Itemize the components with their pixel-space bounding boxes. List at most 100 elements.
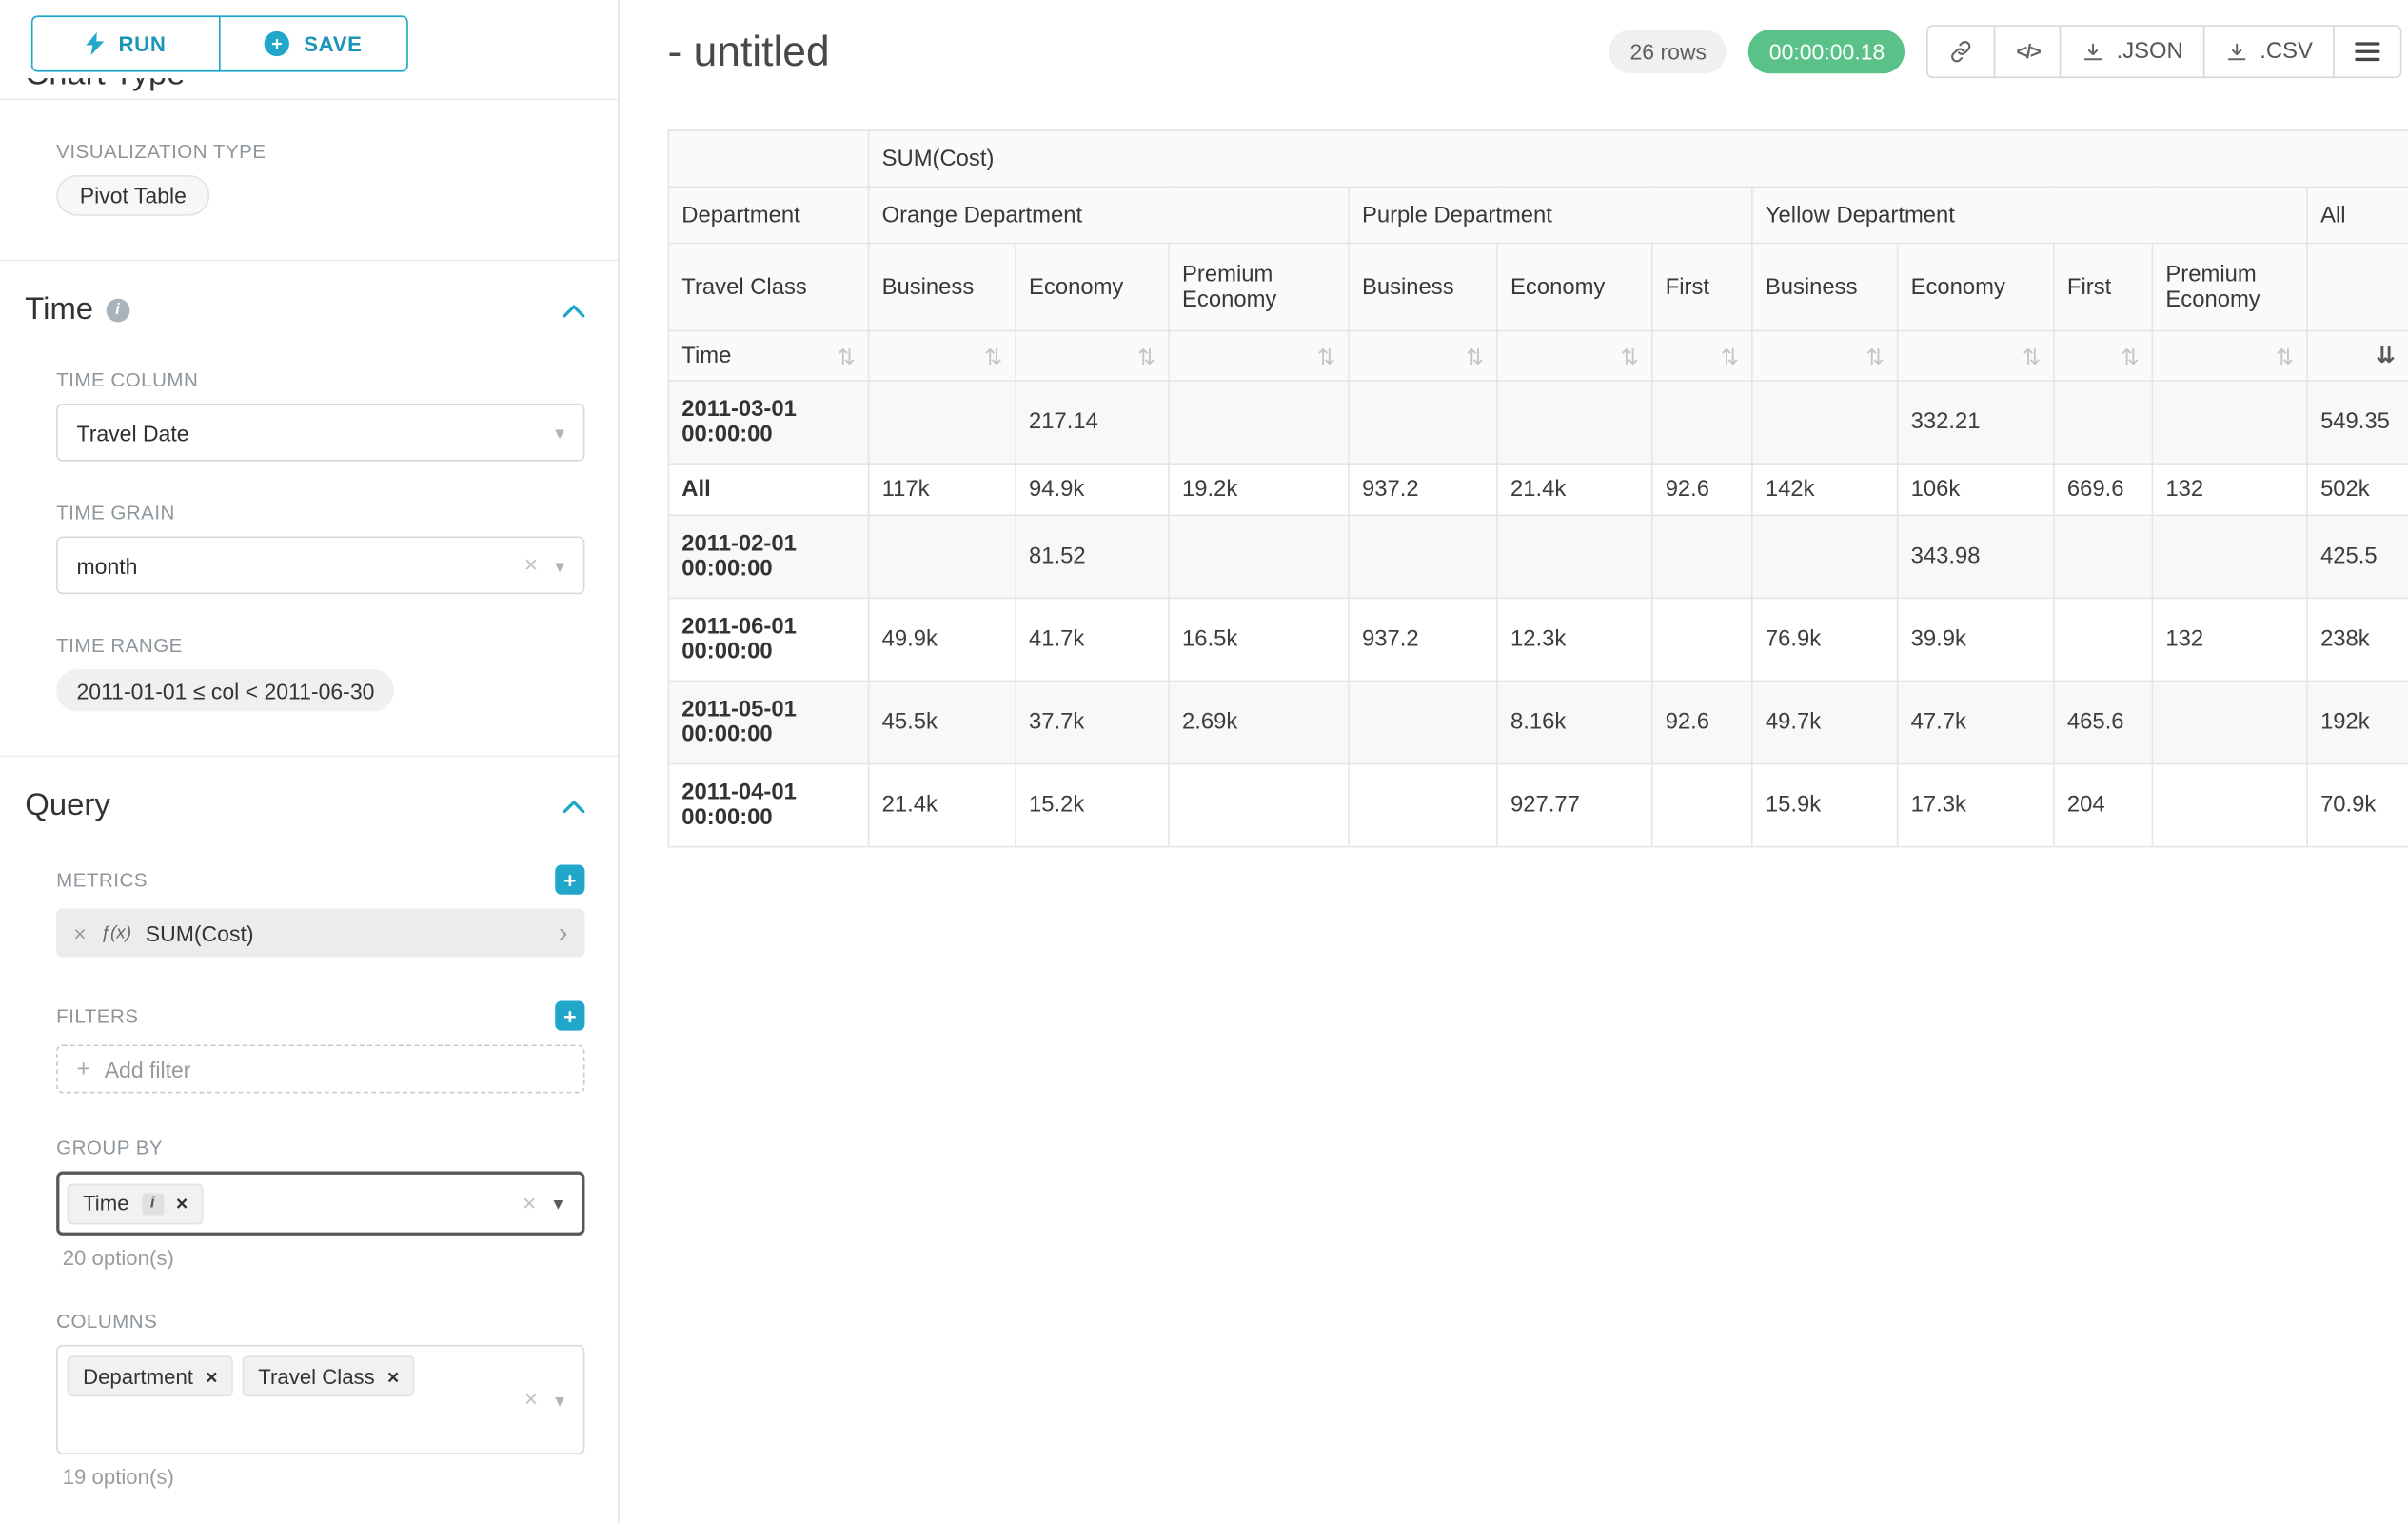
value-cell: 70.9k bbox=[2307, 764, 2408, 847]
control-panel: RUN + SAVE Chart Type VISUALIZATION TYPE… bbox=[0, 0, 620, 1523]
all-sort-header[interactable]: ⇊ bbox=[2307, 330, 2408, 381]
metric-pill[interactable]: × ƒ(x) SUM(Cost) › bbox=[56, 909, 584, 958]
group-by-select[interactable]: Time i × × ▾ bbox=[56, 1172, 584, 1236]
remove-icon[interactable]: × bbox=[206, 1366, 217, 1386]
sort-icon[interactable]: ⇅ bbox=[2023, 345, 2041, 366]
add-filter-box[interactable]: + Add filter bbox=[56, 1044, 584, 1093]
column-sort-header[interactable]: ⇅ bbox=[869, 330, 1016, 381]
chevron-right-icon[interactable]: › bbox=[559, 920, 567, 946]
row-header-cell: 2011-05-01 00:00:00 bbox=[668, 681, 868, 763]
sort-icon[interactable]: ⇅ bbox=[1466, 345, 1484, 366]
sort-icon[interactable]: ⇅ bbox=[1317, 345, 1335, 366]
column-sort-header[interactable]: ⇅ bbox=[1652, 330, 1752, 381]
sort-desc-icon[interactable]: ⇊ bbox=[2376, 344, 2396, 367]
row-header-cell: 2011-06-01 00:00:00 bbox=[668, 598, 868, 681]
value-cell bbox=[1349, 764, 1497, 847]
columns-options-count: 19 option(s) bbox=[63, 1465, 585, 1489]
row-header-cell: 2011-02-01 00:00:00 bbox=[668, 515, 868, 598]
value-cell bbox=[2054, 598, 2153, 681]
value-cell bbox=[2054, 515, 2153, 598]
sort-icon[interactable]: ⇅ bbox=[1137, 345, 1155, 366]
time-column-select[interactable]: Travel Date ▾ bbox=[56, 404, 584, 462]
sort-icon[interactable]: ⇅ bbox=[2276, 345, 2294, 366]
column-sort-header[interactable]: ⇅ bbox=[1349, 330, 1497, 381]
filters-label: FILTERS bbox=[56, 1005, 138, 1027]
value-cell bbox=[1349, 381, 1497, 464]
column-sort-header[interactable]: ⇅ bbox=[1752, 330, 1898, 381]
remove-icon[interactable]: × bbox=[387, 1366, 399, 1386]
time-grain-select[interactable]: month × ▾ bbox=[56, 537, 584, 595]
time-range-label: TIME RANGE bbox=[56, 635, 584, 657]
value-cell: 21.4k bbox=[869, 764, 1016, 847]
add-filter-button[interactable]: + bbox=[555, 1000, 584, 1030]
chevron-down-icon: ▾ bbox=[555, 422, 564, 444]
run-button[interactable]: RUN bbox=[31, 15, 221, 71]
pivot-row: 2011-02-01 00:00:0081.52343.98425.5 bbox=[668, 515, 2408, 598]
value-cell bbox=[1169, 381, 1349, 464]
download-json-button[interactable]: .JSON bbox=[2060, 25, 2204, 78]
value-cell bbox=[1169, 515, 1349, 598]
column-pill[interactable]: Travel Class× bbox=[243, 1355, 415, 1396]
section-divider bbox=[0, 99, 618, 101]
sort-icon[interactable]: ⇅ bbox=[1620, 345, 1638, 366]
hamburger-icon bbox=[2355, 41, 2379, 63]
chevron-down-icon: ▾ bbox=[554, 1193, 563, 1215]
chevron-down-icon: ▾ bbox=[555, 1389, 564, 1411]
time-section-header[interactable]: Time i bbox=[25, 292, 584, 328]
column-sort-header[interactable]: ⇅ bbox=[2054, 330, 2153, 381]
column-sort-header[interactable]: ⇅ bbox=[1016, 330, 1169, 381]
copy-link-button[interactable] bbox=[1927, 25, 1996, 78]
chevron-up-icon[interactable] bbox=[563, 304, 584, 318]
time-column-label: TIME COLUMN bbox=[56, 369, 584, 391]
all-column-subheader bbox=[2307, 243, 2408, 330]
value-cell: 17.3k bbox=[1898, 764, 2054, 847]
clear-icon[interactable]: × bbox=[524, 1386, 538, 1413]
sort-icon[interactable]: ⇅ bbox=[2121, 345, 2139, 366]
download-csv-button[interactable]: .CSV bbox=[2203, 25, 2335, 78]
value-cell: 192k bbox=[2307, 681, 2408, 763]
query-section-title: Query bbox=[25, 788, 109, 824]
column-sort-header[interactable]: ⇅ bbox=[1169, 330, 1349, 381]
time-range-pill[interactable]: 2011-01-01 ≤ col < 2011-06-30 bbox=[56, 669, 395, 711]
viz-type-pill[interactable]: Pivot Table bbox=[56, 175, 209, 216]
value-cell: 49.7k bbox=[1752, 681, 1898, 763]
column-sort-header[interactable]: ⇅ bbox=[2152, 330, 2307, 381]
column-pill[interactable]: Department× bbox=[68, 1355, 233, 1396]
link-icon bbox=[1949, 39, 1974, 64]
value-cell: 12.3k bbox=[1497, 598, 1652, 681]
clear-icon[interactable]: × bbox=[524, 552, 538, 579]
value-cell: 106k bbox=[1898, 464, 2054, 515]
value-cell bbox=[2152, 764, 2307, 847]
save-button-label: SAVE bbox=[304, 32, 362, 56]
value-cell: 238k bbox=[2307, 598, 2408, 681]
sort-icon[interactable]: ⇅ bbox=[837, 345, 855, 366]
download-icon bbox=[2225, 40, 2249, 64]
remove-icon[interactable]: × bbox=[176, 1194, 188, 1214]
run-button-label: RUN bbox=[118, 32, 166, 56]
chart-title[interactable]: - untitled bbox=[668, 28, 830, 76]
group-by-pill[interactable]: Time i × bbox=[68, 1183, 204, 1224]
value-cell: 41.7k bbox=[1016, 598, 1169, 681]
remove-icon[interactable]: × bbox=[73, 920, 86, 945]
sort-icon[interactable]: ⇅ bbox=[1865, 345, 1884, 366]
add-metric-button[interactable]: + bbox=[555, 865, 584, 895]
view-query-button[interactable]: </> bbox=[1994, 25, 2062, 78]
chevron-up-icon[interactable] bbox=[563, 800, 584, 814]
travel-class-header-cell: First bbox=[2054, 243, 2153, 330]
sort-icon[interactable]: ⇅ bbox=[984, 345, 1002, 366]
sort-icon[interactable]: ⇅ bbox=[1721, 345, 1739, 366]
value-cell: 49.9k bbox=[869, 598, 1016, 681]
menu-button[interactable] bbox=[2333, 25, 2401, 78]
section-divider bbox=[0, 756, 618, 758]
column-sort-header[interactable]: ⇅ bbox=[1898, 330, 2054, 381]
value-cell: 425.5 bbox=[2307, 515, 2408, 598]
query-section-header[interactable]: Query bbox=[25, 788, 584, 824]
clear-icon[interactable]: × bbox=[523, 1190, 536, 1216]
column-sort-header[interactable]: ⇅ bbox=[1497, 330, 1652, 381]
download-icon bbox=[2082, 40, 2105, 64]
time-sort-header[interactable]: Time⇅ bbox=[668, 330, 868, 381]
value-cell: 2.69k bbox=[1169, 681, 1349, 763]
save-button[interactable]: + SAVE bbox=[219, 15, 408, 71]
columns-label: COLUMNS bbox=[56, 1311, 584, 1333]
columns-select[interactable]: Department×Travel Class× × ▾ bbox=[56, 1345, 584, 1454]
